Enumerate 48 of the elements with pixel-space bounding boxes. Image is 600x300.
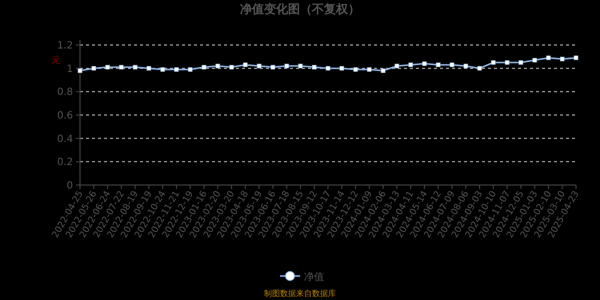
point bbox=[340, 66, 344, 71]
point bbox=[188, 67, 192, 72]
text: 制图数据来自数据库 bbox=[264, 289, 336, 298]
point bbox=[243, 62, 248, 68]
point bbox=[326, 66, 330, 71]
point bbox=[229, 64, 234, 70]
y-tick-label: 1.2 bbox=[57, 40, 73, 52]
legend-label: 净值 bbox=[304, 271, 324, 283]
point bbox=[298, 64, 303, 68]
chart-title: 净值变化图（不复权） bbox=[240, 2, 360, 16]
y-tick-label: 0.2 bbox=[57, 157, 73, 168]
point bbox=[353, 67, 358, 72]
point bbox=[216, 64, 220, 68]
point bbox=[160, 67, 165, 72]
point bbox=[518, 60, 524, 65]
point bbox=[394, 64, 400, 68]
point bbox=[491, 60, 496, 65]
point bbox=[574, 56, 578, 60]
point bbox=[408, 62, 413, 68]
point bbox=[422, 61, 427, 66]
point bbox=[132, 64, 138, 70]
point bbox=[464, 64, 468, 68]
point bbox=[119, 64, 124, 70]
point bbox=[92, 66, 96, 71]
y-tick-label: 0.8 bbox=[57, 87, 73, 98]
y-axis-title: 元 bbox=[52, 55, 60, 66]
point bbox=[532, 58, 537, 62]
point bbox=[146, 66, 152, 71]
point bbox=[450, 62, 454, 68]
point bbox=[312, 64, 316, 70]
point bbox=[436, 62, 440, 68]
point bbox=[477, 66, 482, 71]
point bbox=[560, 56, 564, 62]
point bbox=[504, 60, 510, 65]
y-tick-label: 0 bbox=[66, 180, 73, 192]
y-tick-label: 0.6 bbox=[57, 110, 73, 122]
point bbox=[202, 64, 206, 70]
point bbox=[284, 64, 289, 68]
y-tick-label: 0.4 bbox=[57, 134, 73, 145]
y-tick-label: 1 bbox=[66, 64, 73, 75]
point bbox=[256, 64, 262, 68]
point bbox=[270, 64, 276, 70]
point bbox=[78, 68, 82, 73]
point bbox=[546, 56, 551, 60]
point bbox=[105, 64, 110, 70]
point bbox=[367, 67, 372, 72]
point bbox=[380, 68, 386, 73]
point bbox=[174, 67, 179, 72]
